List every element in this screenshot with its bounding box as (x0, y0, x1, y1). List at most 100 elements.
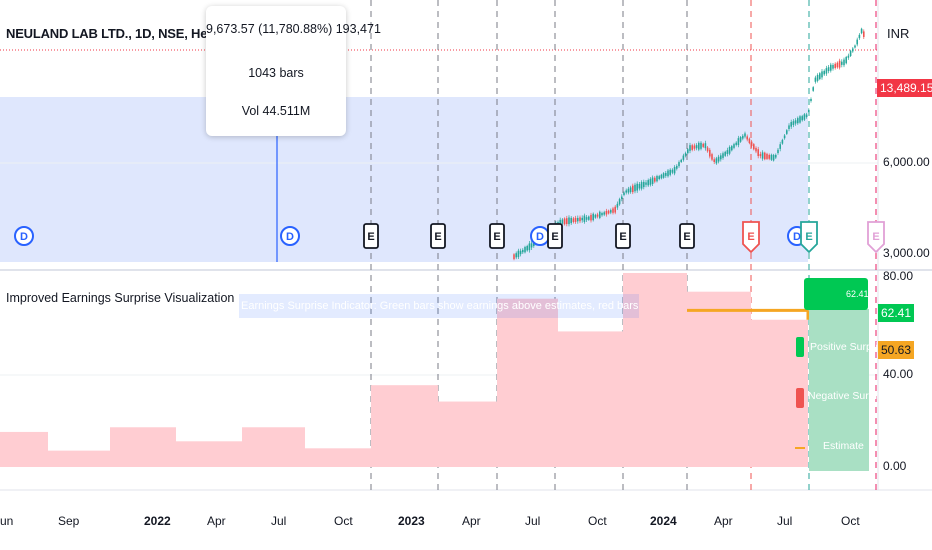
candle-body (561, 219, 564, 224)
candle-body (777, 149, 779, 154)
dividend-marker-label: D (286, 231, 294, 243)
candle-body (700, 142, 702, 149)
candle-body (601, 213, 603, 216)
candle-body (599, 211, 601, 218)
candle-body (517, 250, 520, 258)
candle-body (638, 183, 641, 189)
candle-body (687, 149, 689, 154)
candle-body (632, 185, 634, 193)
candle-body (742, 135, 744, 139)
earnings-marker (363, 223, 379, 249)
indicator-tick: 40.00 (883, 367, 914, 381)
candle-body (654, 177, 656, 182)
crosshair-tooltip: 9,673.57 (11,780.88%) 193,471 1043 bars … (206, 6, 381, 136)
surprise-bar (558, 331, 623, 467)
candle-body (667, 170, 669, 177)
earnings-marker-label: E (551, 231, 558, 243)
time-label: Oct (334, 514, 353, 528)
earnings-marker-label: E (747, 231, 754, 243)
indicator-title[interactable]: Improved Earnings Surprise Visualization (6, 291, 235, 305)
candle-body (660, 174, 663, 179)
candle-body (698, 142, 700, 150)
candle-body (764, 152, 766, 160)
time-label: Oct (588, 514, 607, 528)
earnings-marker-label: E (872, 231, 879, 243)
candle-body (651, 177, 654, 184)
candle-body (746, 136, 748, 140)
candle-body (658, 176, 660, 180)
candle-body (801, 116, 803, 121)
currency-label[interactable]: INR (887, 26, 910, 41)
time-label: 2022 (144, 514, 171, 528)
dividend-marker-label: D (536, 231, 544, 243)
legend-positive-swatch (796, 337, 804, 357)
candle-body (691, 145, 693, 150)
legend-panel (809, 309, 869, 471)
earnings-marker-label: E (619, 231, 626, 243)
candle-body (645, 182, 647, 185)
candle-body (836, 62, 839, 68)
legend-estimate-label: Estimate (823, 440, 864, 452)
candle-body (816, 74, 819, 81)
candle-body (713, 159, 715, 162)
surprise-bar (110, 427, 176, 467)
candle-body (704, 143, 707, 149)
indicator-tick: 80.00 (883, 269, 914, 283)
candle-body (583, 215, 586, 222)
candle-body (768, 154, 770, 159)
symbol-title[interactable]: NEULAND LAB LTD., 1D, NSE, Heikin Ashi (6, 26, 260, 41)
surprise-value-badge: 62.41 (878, 304, 915, 322)
candle-body (849, 50, 852, 56)
earnings-marker-label: E (493, 231, 500, 243)
candle-body (588, 216, 590, 220)
candle-body (678, 162, 680, 167)
candle-body (676, 165, 678, 169)
candle-body (689, 145, 691, 151)
candle-body (594, 214, 597, 218)
candle-body (533, 241, 535, 247)
time-label: Apr (207, 514, 226, 528)
candle-body (847, 55, 850, 58)
surprise-bar (48, 450, 110, 467)
candle-body (570, 217, 572, 224)
earnings-marker-label: E (367, 231, 374, 243)
candle-body (726, 150, 729, 155)
candle-body (702, 143, 704, 147)
candle-body (788, 125, 790, 129)
time-label: Oct (841, 514, 860, 528)
candle-body (808, 109, 810, 113)
candle-body (733, 144, 735, 148)
candle-body (656, 175, 658, 182)
candle-body (680, 159, 682, 162)
surprise-bar (305, 448, 371, 467)
tooltip-change: 9,673.57 (11,780.88%) 193,471 (206, 22, 381, 36)
candle-body (643, 181, 645, 188)
candle-body (757, 149, 759, 157)
candle-body (731, 146, 733, 151)
candle-body (803, 114, 806, 120)
candle-body (737, 138, 740, 146)
candle-body (711, 154, 713, 160)
price-candles (513, 27, 865, 261)
candle-body (605, 211, 608, 215)
time-label: Apr (462, 514, 481, 528)
candle-body (640, 182, 643, 189)
candle-body (614, 206, 616, 213)
candle-body (662, 173, 665, 178)
candle-body (770, 154, 773, 160)
earnings-marker-label: E (434, 231, 441, 243)
candle-body (790, 122, 792, 127)
price-tick: 6,000.00 (883, 155, 930, 169)
surprise-bar (623, 272, 687, 467)
candle-body (744, 133, 746, 137)
earnings-marker (867, 221, 885, 254)
candle-body (823, 70, 825, 75)
surprise-bar (176, 441, 242, 467)
candle-body (786, 130, 788, 134)
candle-body (515, 253, 517, 258)
candle-body (623, 192, 625, 195)
time-label: Apr (714, 514, 733, 528)
surprise-value-box-label: 62.41 (846, 289, 869, 299)
